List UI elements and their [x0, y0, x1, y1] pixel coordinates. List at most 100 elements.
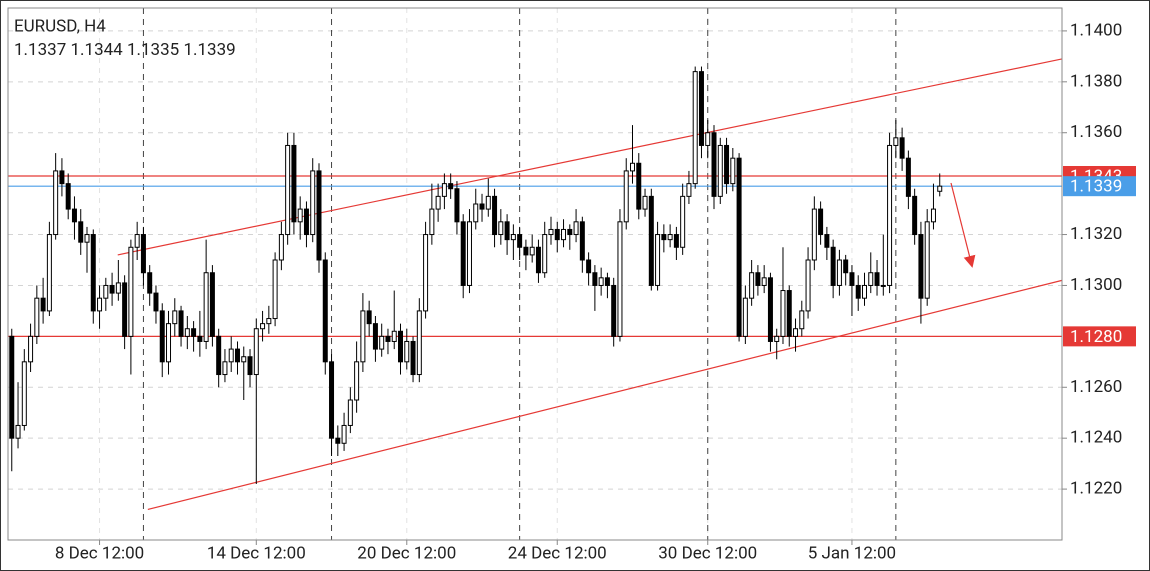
candle-body: [818, 208, 824, 236]
candle-body: [260, 323, 266, 330]
candle-body: [749, 272, 755, 299]
candle-body: [517, 234, 523, 248]
candle-body: [253, 328, 259, 376]
candle-body: [642, 195, 648, 210]
candle-body: [247, 356, 253, 376]
candle-body: [880, 284, 886, 287]
candle-body: [793, 328, 799, 337]
candle-body: [134, 234, 140, 248]
candle-body: [97, 297, 103, 312]
candle-body: [648, 195, 654, 286]
candle-body: [159, 310, 165, 363]
x-tick-label: 30 Dec 12:00: [658, 543, 757, 563]
candle-body: [322, 259, 328, 363]
candle-body: [786, 290, 792, 337]
candle-body: [184, 328, 190, 337]
candle-body: [385, 335, 391, 342]
candle-body: [46, 234, 52, 312]
candle-body: [843, 259, 849, 274]
candle-body: [573, 221, 579, 236]
x-tick-label: 24 Dec 12:00: [508, 543, 607, 563]
candle-body: [912, 195, 918, 236]
x-tick-label: 5 Jan 12:00: [808, 543, 896, 563]
candle-body: [53, 170, 59, 236]
candle-body: [485, 195, 491, 210]
candle-body: [310, 170, 316, 236]
candle-body: [730, 157, 736, 185]
candle-body: [698, 71, 704, 146]
candle-body: [579, 221, 585, 261]
candle-body: [366, 310, 372, 325]
candle-body: [661, 234, 667, 241]
candle-body: [234, 348, 240, 363]
candle-body: [9, 335, 15, 439]
candle-body: [711, 132, 717, 197]
candle-body: [203, 272, 209, 342]
candle-body: [329, 361, 335, 439]
candle-body: [241, 356, 247, 363]
candle-body: [868, 272, 874, 286]
candle-body: [717, 144, 723, 197]
candle-body: [629, 162, 635, 172]
candle-body: [460, 221, 466, 286]
x-tick-label: 20 Dec 12:00: [357, 543, 456, 563]
candle-body: [767, 277, 773, 342]
candle-body: [209, 272, 215, 337]
candle-body: [742, 297, 748, 337]
candle-body: [667, 234, 673, 241]
candle-body: [561, 228, 567, 241]
trend-line: [117, 58, 1063, 256]
candle-body: [473, 203, 479, 223]
candle-body: [65, 183, 71, 210]
candle-body: [937, 185, 943, 192]
y-tick-label: 1.1360: [1070, 122, 1122, 142]
candle-body: [523, 246, 529, 256]
candle-body: [140, 234, 146, 274]
candle-body: [59, 170, 65, 185]
candle-body: [115, 282, 121, 294]
candle-body: [466, 221, 472, 286]
candle-body: [109, 284, 115, 294]
x-tick-label: 8 Dec 12:00: [55, 543, 144, 563]
candle-body: [504, 221, 510, 241]
candle-body: [128, 246, 134, 337]
low-value: 1.1335: [127, 40, 179, 60]
candle-body: [736, 157, 742, 337]
candle-body: [416, 310, 422, 376]
high-value: 1.1344: [70, 40, 123, 60]
candle-body: [84, 234, 90, 243]
candle-body: [535, 246, 541, 274]
candle-body: [166, 323, 172, 363]
candle-body: [379, 335, 385, 350]
candle-body: [178, 310, 184, 337]
price-level-label: 1.1280: [1070, 327, 1122, 347]
candle-body: [655, 234, 661, 286]
candle-body: [278, 234, 284, 261]
candle-body: [423, 234, 429, 312]
candle-body: [147, 272, 153, 294]
candle-body: [554, 228, 560, 241]
trend-line: [147, 279, 1063, 511]
candle-body: [78, 221, 84, 243]
candle-body: [435, 195, 441, 210]
candle-body: [297, 208, 303, 223]
candle-body: [924, 221, 930, 299]
candle-body: [90, 234, 96, 312]
candle-body: [103, 284, 109, 299]
candle-body: [636, 162, 642, 210]
bid-label-box: [1063, 176, 1136, 197]
candle-body: [71, 208, 77, 223]
y-tick-label: 1.1320: [1070, 224, 1122, 244]
candle-body: [341, 424, 347, 444]
candle-body: [429, 208, 435, 236]
candle-body: [15, 424, 21, 439]
candle-body: [448, 183, 454, 190]
y-tick-label: 1.1260: [1070, 377, 1122, 397]
candle-body: [153, 292, 159, 312]
candle-body: [611, 284, 617, 337]
plot-border: [7, 7, 1063, 541]
candle-body: [780, 290, 786, 337]
candle-body: [410, 340, 416, 376]
candle-body: [498, 221, 504, 236]
